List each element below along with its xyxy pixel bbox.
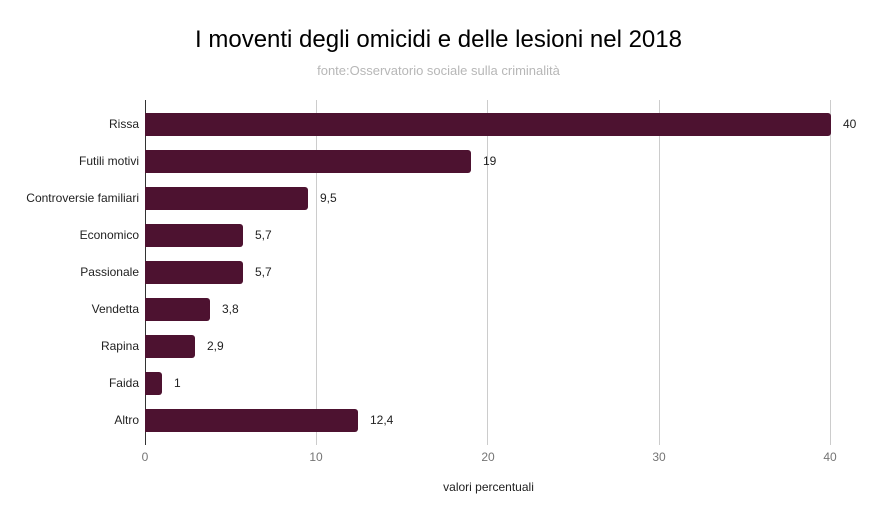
x-tick-30: 30 bbox=[652, 450, 666, 464]
x-tick-0: 0 bbox=[141, 450, 149, 464]
bar[interactable] bbox=[145, 261, 243, 284]
bar[interactable] bbox=[145, 298, 210, 321]
chart-subtitle: fonte:Osservatorio sociale sulla crimina… bbox=[317, 63, 560, 78]
bar-value-label: 19 bbox=[483, 154, 497, 168]
x-axis-label: valori percentuali bbox=[443, 480, 534, 494]
bar[interactable] bbox=[145, 409, 358, 432]
chart-title: I moventi degli omicidi e delle lesioni … bbox=[195, 26, 682, 53]
gridline-20 bbox=[487, 100, 488, 445]
gridline-30 bbox=[659, 100, 660, 445]
category-label: Rapina bbox=[100, 339, 139, 353]
gridline-10 bbox=[316, 100, 317, 445]
bar[interactable] bbox=[145, 372, 162, 395]
bar[interactable] bbox=[145, 187, 308, 210]
category-label: Futili motivi bbox=[78, 154, 139, 168]
bar-value-label: 3,8 bbox=[222, 302, 239, 316]
bar-value-label: 2,9 bbox=[207, 339, 224, 353]
category-label: Altro bbox=[114, 413, 139, 427]
bar[interactable] bbox=[145, 224, 243, 247]
gridline-40 bbox=[830, 100, 831, 445]
plot-area: 40 19 9,5 5,7 5,7 3,8 2,9 1 12,4 bbox=[145, 100, 856, 445]
bar[interactable] bbox=[145, 335, 195, 358]
bar[interactable] bbox=[145, 150, 471, 173]
bar-value-label: 40 bbox=[843, 117, 857, 131]
category-label: Economico bbox=[79, 228, 139, 242]
bar-value-label: 5,7 bbox=[255, 265, 272, 279]
category-label: Vendetta bbox=[91, 302, 139, 316]
category-label: Passionale bbox=[80, 265, 139, 279]
x-tick-40: 40 bbox=[823, 450, 837, 464]
x-tick-20: 20 bbox=[481, 450, 495, 464]
x-tick-10: 10 bbox=[309, 450, 323, 464]
category-label: Rissa bbox=[108, 117, 139, 131]
bar-value-label: 5,7 bbox=[255, 228, 272, 242]
category-label: Faida bbox=[108, 376, 139, 390]
bar[interactable] bbox=[145, 113, 831, 136]
bar-value-label: 9,5 bbox=[320, 191, 337, 205]
bar-value-label: 1 bbox=[174, 376, 181, 390]
bar-value-label: 12,4 bbox=[370, 413, 394, 427]
category-label: Controversie familiari bbox=[26, 191, 139, 205]
